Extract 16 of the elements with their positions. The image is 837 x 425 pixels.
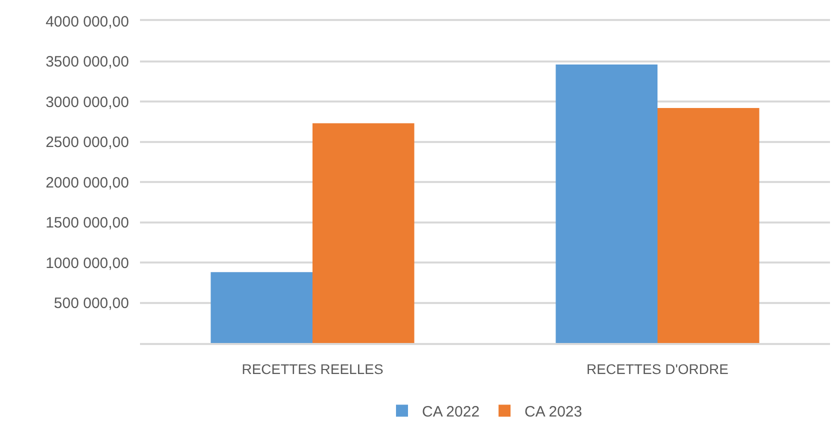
y-tick-label: 1500 000,00 [46, 214, 129, 232]
y-tick-label: 3000 000,00 [46, 94, 129, 111]
x-tick-label: RECETTES REELLES [242, 360, 384, 377]
x-tick-label: RECETTES D'ORDRE [586, 360, 728, 377]
bar [556, 64, 658, 343]
y-tick-label: 1000 000,00 [46, 254, 129, 272]
y-tick-label: 3500 000,00 [46, 54, 129, 70]
bar [312, 123, 414, 343]
bar [658, 108, 760, 343]
bar [210, 272, 312, 343]
legend-label: CA 2023 [524, 404, 582, 421]
y-tick-label: 4000 000,00 [46, 13, 129, 30]
y-tick-label: 2500 000,00 [46, 134, 129, 151]
y-tick-label: 500 000,00 [54, 295, 129, 312]
y-tick-label: 2000 000,00 [46, 174, 129, 192]
legend-label: CA 2022 [422, 404, 480, 421]
